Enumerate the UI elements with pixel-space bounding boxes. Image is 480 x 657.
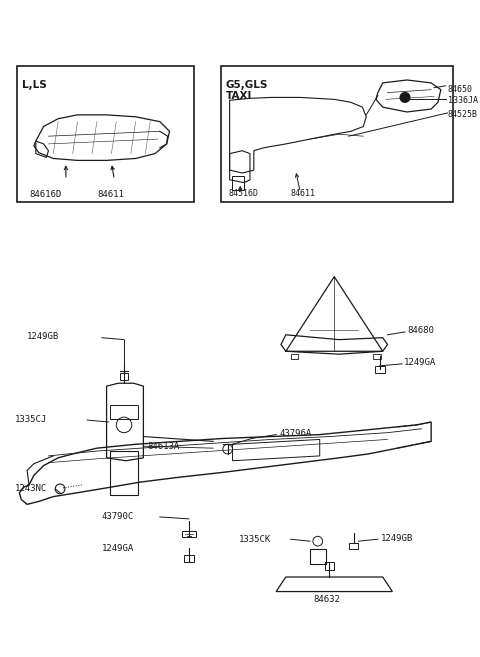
Text: 1336JA: 1336JA xyxy=(448,96,478,105)
Bar xyxy=(349,543,359,549)
Bar xyxy=(110,405,138,419)
Text: 1249GB: 1249GB xyxy=(381,533,413,543)
Text: 1249GA: 1249GA xyxy=(102,545,134,553)
Bar xyxy=(110,451,138,495)
Text: G5,GLS: G5,GLS xyxy=(226,80,268,90)
Text: 1335CK: 1335CK xyxy=(240,535,272,544)
Bar xyxy=(17,66,194,202)
Text: 84650: 84650 xyxy=(448,85,473,93)
Bar xyxy=(291,354,299,359)
Text: 1249GA: 1249GA xyxy=(404,359,436,367)
Text: L,LS: L,LS xyxy=(22,80,47,90)
Text: 84613A: 84613A xyxy=(147,442,180,451)
Bar xyxy=(324,562,334,570)
Text: 84516D: 84516D xyxy=(228,189,259,198)
Bar xyxy=(231,176,244,191)
Text: TAXI: TAXI xyxy=(226,91,252,101)
Text: 84632: 84632 xyxy=(313,595,340,604)
Text: 43790C: 43790C xyxy=(102,512,134,522)
Text: 43796A: 43796A xyxy=(279,429,312,438)
Circle shape xyxy=(400,93,410,102)
Text: 84680: 84680 xyxy=(407,327,434,336)
Text: 84525B: 84525B xyxy=(448,110,478,119)
Bar xyxy=(182,530,196,537)
Text: 84611: 84611 xyxy=(291,189,316,198)
Bar xyxy=(120,373,128,380)
Text: 84616D: 84616D xyxy=(29,191,61,199)
Bar xyxy=(221,66,454,202)
Text: 1249GB: 1249GB xyxy=(27,332,60,341)
Text: 1335CJ: 1335CJ xyxy=(14,415,47,424)
Bar xyxy=(184,555,194,562)
Text: 1243NC: 1243NC xyxy=(14,484,47,493)
Bar xyxy=(375,366,384,373)
Text: 84611: 84611 xyxy=(97,191,124,199)
Bar xyxy=(373,354,381,359)
Bar xyxy=(310,549,325,564)
